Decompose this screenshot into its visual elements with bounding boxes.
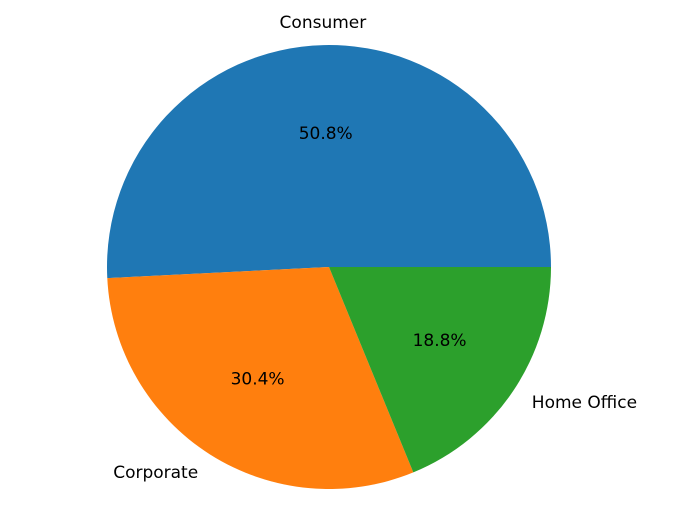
pie-percent-label-corporate: 30.4%: [231, 370, 285, 390]
pie-percent-label-consumer: 50.8%: [299, 124, 353, 144]
pie-category-label-home-office: Home Office: [532, 393, 637, 413]
pie-slice-consumer: [106, 45, 551, 279]
pie-percent-labels: 50.8% 30.4% 18.8%: [231, 124, 467, 390]
pie-category-label-consumer: Consumer: [280, 13, 367, 33]
pie-percent-label-home-office: 18.8%: [413, 331, 467, 351]
pie-slice-corporate: [107, 267, 414, 490]
pie-category-label-corporate: Corporate: [113, 463, 198, 483]
pie-category-labels: Consumer Corporate Home Office: [113, 13, 637, 483]
pie-slices: [106, 45, 551, 490]
pie-slice-home-office: [329, 267, 551, 473]
